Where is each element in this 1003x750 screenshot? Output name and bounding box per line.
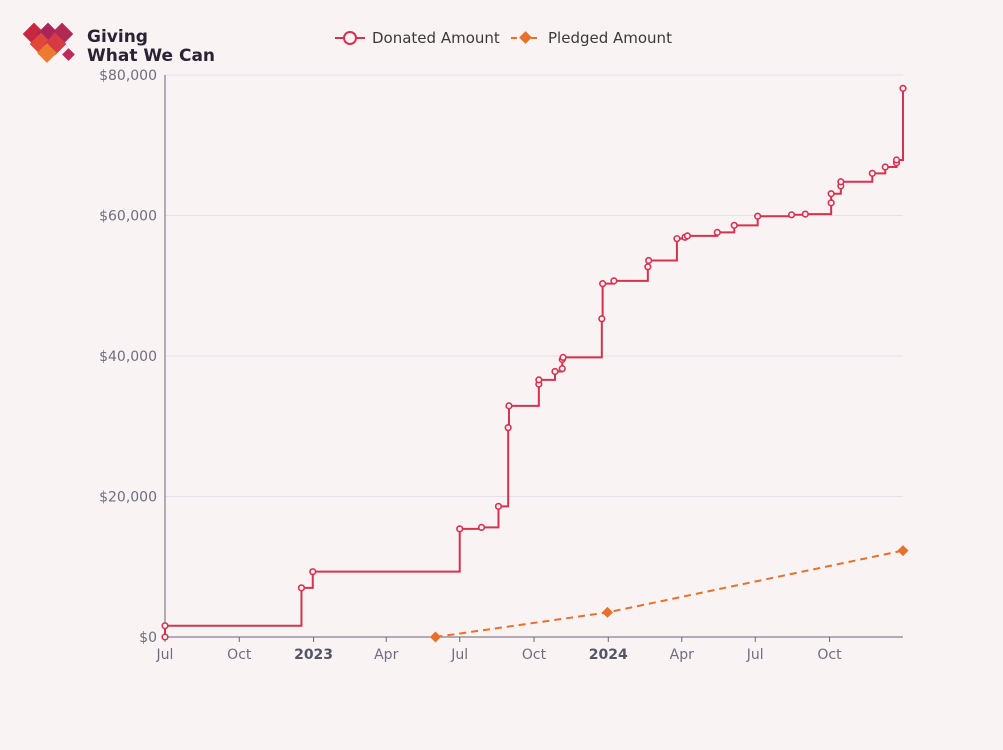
x-tick-label: Oct: [817, 647, 842, 663]
giving-what-we-can-logo[interactable]: Giving What We Can: [22, 22, 215, 66]
x-tick-label: Apr: [670, 647, 694, 663]
x-tick-label: 2024: [589, 647, 628, 663]
data-point-donated: [683, 232, 692, 240]
legend-label-donated: Donated Amount: [372, 29, 500, 47]
data-point-donated: [558, 365, 566, 373]
diamond-marker-icon: [519, 31, 532, 44]
x-tick-label: Jul: [156, 647, 174, 663]
data-point-donated: [477, 523, 486, 532]
data-point-donated: [559, 353, 567, 362]
data-point-donated: [754, 212, 762, 220]
data-point-donated: [827, 190, 835, 198]
data-point-donated: [505, 402, 513, 410]
x-tick-label: Oct: [522, 647, 547, 663]
gridlines: [165, 74, 903, 497]
data-point-donated: [827, 199, 835, 207]
data-point-donated: [456, 525, 464, 533]
data-point-pledged: [429, 631, 441, 643]
series-layer: [161, 84, 909, 643]
data-point-donated: [801, 210, 809, 218]
logo-text-line2: What We Can: [87, 46, 215, 66]
x-tick-label: Oct: [227, 647, 252, 663]
legend: Donated Amount Pledged Amount: [335, 29, 672, 47]
x-tick-label: Jul: [450, 647, 468, 663]
logo-text-line1: Giving: [87, 27, 148, 47]
data-point-donated: [868, 169, 876, 177]
data-point-donated: [713, 228, 721, 236]
x-tick-label: 2023: [294, 647, 333, 663]
data-point-donated: [899, 84, 907, 92]
data-point-donated: [645, 256, 653, 265]
data-point-pledged: [897, 545, 909, 557]
data-point-donated: [837, 178, 845, 186]
y-tick-label: $40,000: [99, 349, 157, 365]
data-point-donated: [535, 376, 543, 384]
data-point-donated: [892, 156, 901, 164]
series-line-pledged: [435, 549, 904, 638]
circle-marker-icon: [343, 31, 357, 45]
y-tick-label: $20,000: [99, 490, 157, 506]
data-point-donated: [730, 221, 738, 229]
y-tick-label: $0: [139, 630, 157, 646]
data-point-donated: [504, 424, 512, 432]
data-point-donated: [161, 622, 169, 630]
data-point-donated: [673, 235, 681, 243]
legend-item-pledged[interactable]: Pledged Amount: [511, 29, 672, 47]
data-point-donated: [297, 584, 306, 592]
heart-logo-icon: [22, 22, 75, 63]
legend-item-donated[interactable]: Donated Amount: [335, 29, 500, 47]
data-point-donated: [551, 367, 559, 376]
data-point-donated: [494, 502, 503, 510]
data-point-pledged: [601, 606, 613, 618]
y-tick-label: $80,000: [99, 68, 157, 84]
x-axis-ticks: Jul Oct 2023 Apr Jul Oct 2024 Apr Jul Oct: [156, 637, 842, 663]
series-line-donated: [164, 88, 904, 637]
y-tick-label: $60,000: [99, 209, 157, 225]
data-point-donated: [787, 211, 796, 219]
data-point-donated: [599, 280, 607, 288]
data-point-donated: [881, 163, 889, 171]
x-tick-label: Jul: [746, 647, 764, 663]
data-point-donated: [644, 263, 652, 271]
y-axis-ticks: $0 $20,000 $40,000 $60,000 $80,000: [99, 68, 157, 646]
legend-label-pledged: Pledged Amount: [548, 29, 672, 47]
data-point-donated: [610, 277, 618, 285]
data-point-donated: [161, 633, 169, 641]
data-point-donated: [598, 315, 606, 323]
data-point-donated: [309, 568, 317, 576]
x-tick-label: Apr: [374, 647, 398, 663]
